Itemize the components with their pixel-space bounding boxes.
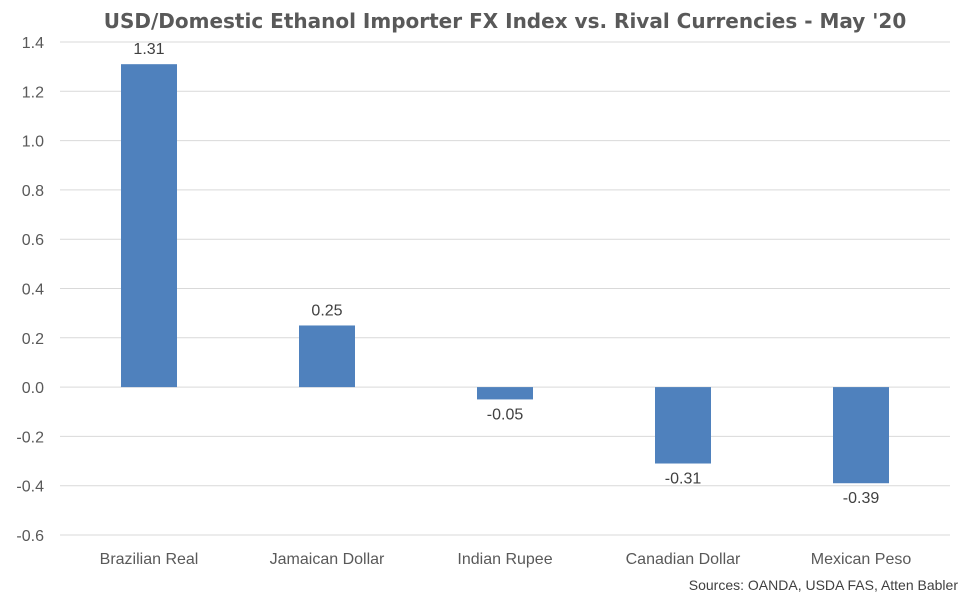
gridlines xyxy=(60,41,950,536)
bar xyxy=(833,387,889,484)
bar xyxy=(655,387,711,464)
bar xyxy=(477,387,533,400)
y-tick-label: -0.4 xyxy=(16,479,44,496)
x-tick-label: Indian Rupee xyxy=(457,551,552,568)
data-label: -0.39 xyxy=(843,490,880,507)
y-tick-label: 0.6 xyxy=(22,232,44,249)
y-tick-label: 0.0 xyxy=(22,380,44,397)
bar xyxy=(121,64,177,388)
x-tick-label: Jamaican Dollar xyxy=(270,551,385,568)
x-tick-label: Brazilian Real xyxy=(100,551,199,568)
data-label: 1.31 xyxy=(133,41,164,58)
y-tick-label: 0.2 xyxy=(22,331,44,348)
y-tick-label: 0.8 xyxy=(22,183,44,200)
y-tick-label: -0.2 xyxy=(16,429,44,446)
data-label: -0.31 xyxy=(665,471,702,488)
source-note: Sources: OANDA, USDA FAS, Atten Babler xyxy=(689,577,959,593)
bars xyxy=(121,64,889,484)
y-tick-label: 1.0 xyxy=(22,134,44,151)
data-label: 0.25 xyxy=(311,302,342,319)
x-axis-tick-labels: Brazilian Real Jamaican Dollar Indian Rupe… xyxy=(100,551,912,568)
data-label: -0.05 xyxy=(487,406,524,423)
data-labels: 1.31 0.25 -0.05 -0.31 -0.39 xyxy=(133,41,879,507)
y-axis-tick-labels: 1.4 1.2 1.0 0.8 0.6 0.4 0.2 0.0 -0.2 -0.4 -0.6 xyxy=(16,35,44,545)
y-tick-label: 1.4 xyxy=(22,35,44,52)
chart-title: USD/Domestic Ethanol Importer FX Index v… xyxy=(104,9,907,33)
x-tick-label: Canadian Dollar xyxy=(626,551,741,568)
bar xyxy=(299,325,355,388)
x-tick-label: Mexican Peso xyxy=(811,551,912,568)
y-tick-label: 1.2 xyxy=(22,84,44,101)
y-tick-label: 0.4 xyxy=(22,282,44,299)
y-tick-label: -0.6 xyxy=(16,528,44,545)
